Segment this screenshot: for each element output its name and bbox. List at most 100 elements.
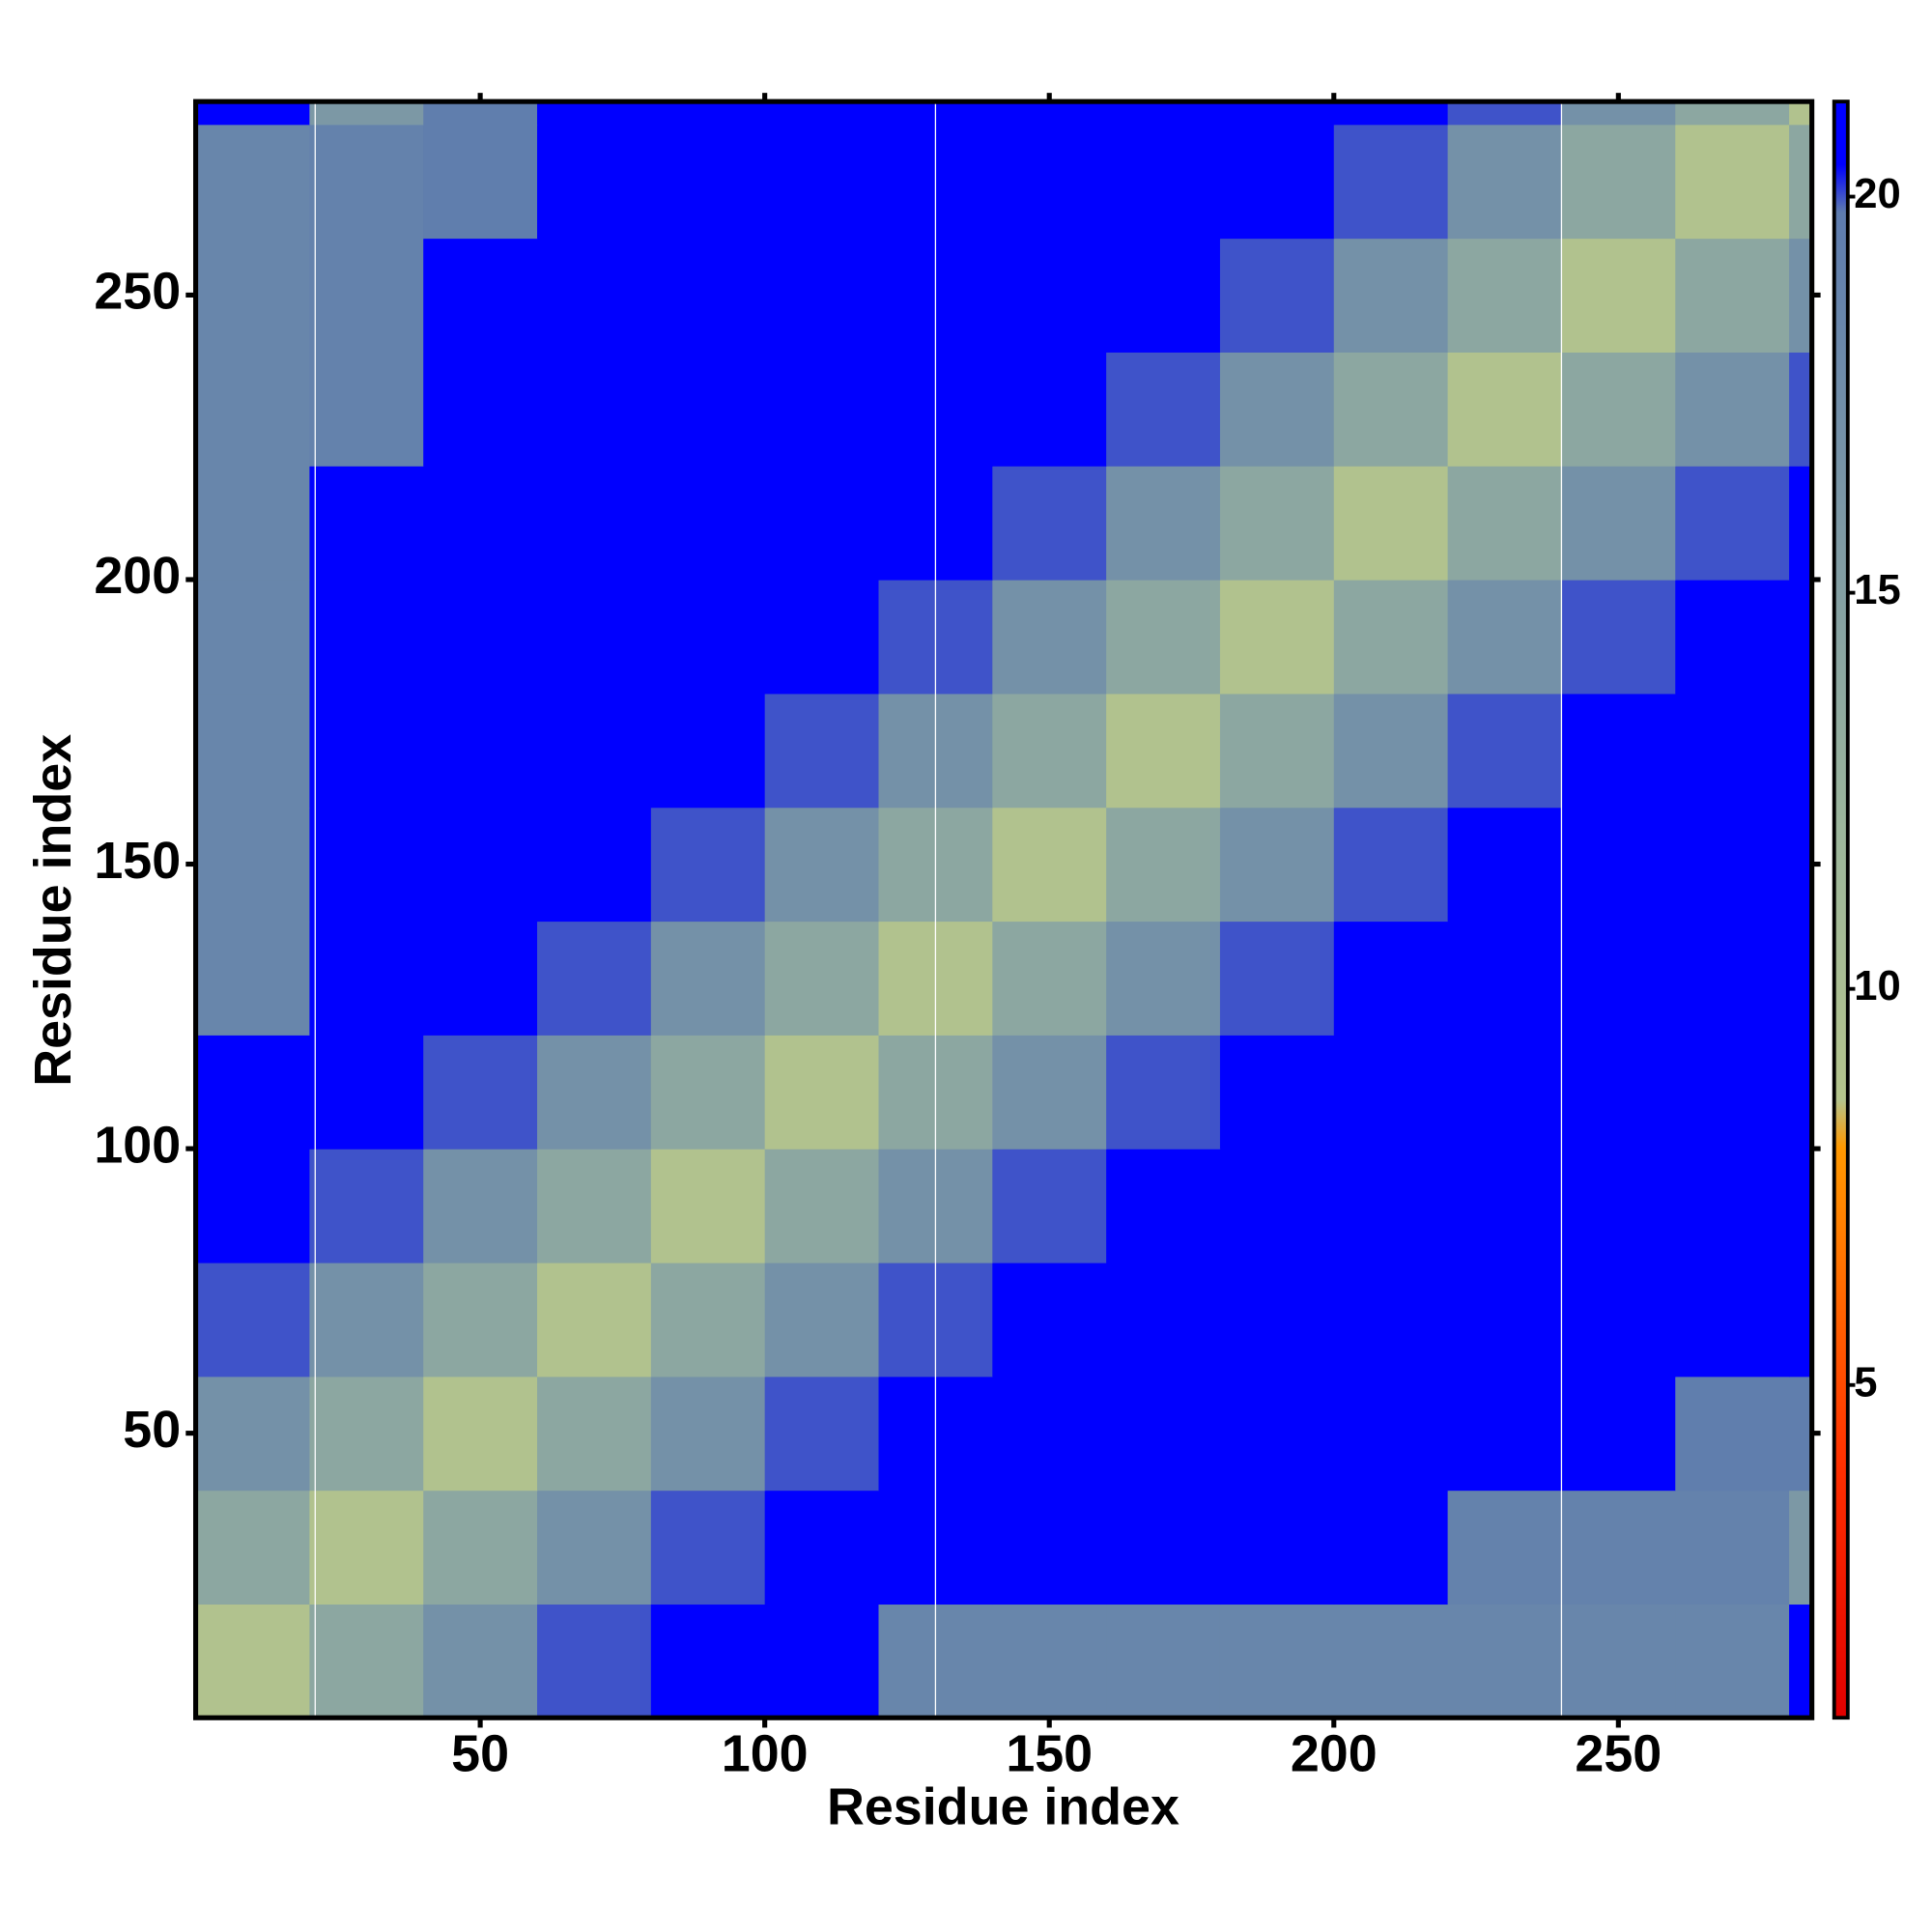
y-tick-label: 250 <box>94 263 181 321</box>
heatmap-cell <box>1675 921 1790 1036</box>
heatmap-cell <box>1675 124 1790 240</box>
heatmap-cell <box>1219 1149 1335 1264</box>
heatmap-cell <box>764 1376 880 1492</box>
heatmap-cell <box>1106 466 1221 581</box>
heatmap-cell <box>1675 1490 1790 1605</box>
x-tick-label: 250 <box>1575 1724 1662 1782</box>
heatmap-cell <box>1447 1035 1563 1150</box>
heatmap-cell <box>1219 124 1335 240</box>
heatmap-cell <box>1789 101 1813 126</box>
heatmap-cell <box>1561 1376 1676 1492</box>
heatmap-cell <box>1789 1035 1813 1150</box>
heatmap-cell <box>537 1035 652 1150</box>
heatmap-cell <box>1447 693 1563 809</box>
heatmap-cell <box>992 238 1107 353</box>
heatmap-cell <box>650 1149 766 1264</box>
heatmap-cell <box>1447 1149 1563 1264</box>
heatmap-cell <box>423 807 538 923</box>
heatmap-cell <box>1675 1376 1790 1492</box>
heatmap-cell <box>764 693 880 809</box>
heatmap-cell <box>423 1376 538 1492</box>
heatmap-cell <box>423 1035 538 1150</box>
heatmap-cell <box>1333 124 1449 240</box>
colorbar-tick-label: 15 <box>1854 567 1900 613</box>
heatmap-cell <box>1106 124 1221 240</box>
heatmap-cell <box>764 466 880 581</box>
heatmap-cell <box>1447 1490 1563 1605</box>
heatmap-cell <box>1219 101 1335 126</box>
heatmap-cell <box>1447 1376 1563 1492</box>
colorbar-tick-label: 20 <box>1854 171 1900 217</box>
heatmap-cell <box>764 1262 880 1378</box>
heatmap-cell <box>1333 921 1449 1036</box>
heatmap-cell <box>195 352 311 467</box>
heatmap-cell <box>195 101 311 126</box>
heatmap-cell <box>195 1149 311 1264</box>
heatmap-cell <box>1333 1149 1449 1264</box>
heatmap-cell <box>195 466 311 581</box>
heatmap-cell <box>537 1376 652 1492</box>
heatmap-cell <box>537 1604 652 1719</box>
heatmap-cell <box>1106 238 1221 353</box>
heatmap-cell <box>309 124 424 240</box>
heatmap-cell <box>1106 1035 1221 1150</box>
heatmap-cell <box>1561 807 1676 923</box>
heatmap-cell <box>764 238 880 353</box>
heatmap-cell <box>1219 466 1335 581</box>
heatmap-cell <box>1106 1376 1221 1492</box>
heatmap-cell <box>1675 693 1790 809</box>
heatmap-cell <box>992 101 1107 126</box>
x-tick-label: 200 <box>1291 1724 1378 1782</box>
heatmap-cell <box>992 807 1107 923</box>
heatmap-cell <box>1219 693 1335 809</box>
heatmap-cell <box>1106 352 1221 467</box>
heatmap-cell <box>1789 693 1813 809</box>
heatmap-cell <box>309 1035 424 1150</box>
heatmap-cell <box>1219 807 1335 923</box>
y-tick-label: 50 <box>123 1401 181 1459</box>
heatmap-cell <box>1789 1490 1813 1605</box>
heatmap-cell <box>537 238 652 353</box>
heatmap-cell <box>1333 1604 1449 1719</box>
heatmap-cell <box>992 1604 1107 1719</box>
heatmap-cell <box>1333 1262 1449 1378</box>
heatmap-cell <box>1333 693 1449 809</box>
heatmap-cell <box>1789 921 1813 1036</box>
heatmap-cell <box>992 1035 1107 1150</box>
heatmap-cell <box>650 579 766 695</box>
heatmap-cell <box>1789 807 1813 923</box>
heatmap-cell <box>1675 1035 1790 1150</box>
heatmap-cell <box>423 1490 538 1605</box>
heatmap-cell <box>764 101 880 126</box>
heatmap-cell <box>423 466 538 581</box>
x-axis-label: Residue index <box>827 1778 1179 1836</box>
colorbar <box>1832 99 1850 1720</box>
heatmap-cell <box>1789 466 1813 581</box>
heatmap-cell <box>992 693 1107 809</box>
heatmap-cell <box>1561 352 1676 467</box>
heatmap-cell <box>1561 693 1676 809</box>
heatmap-cell <box>1447 1604 1563 1719</box>
heatmap-cell <box>423 579 538 695</box>
heatmap-cell <box>1219 352 1335 467</box>
heatmap-cell <box>537 807 652 923</box>
heatmap-cell <box>650 1376 766 1492</box>
heatmap-cell <box>1106 101 1221 126</box>
heatmap-cell <box>1333 466 1449 581</box>
heatmap-cell <box>1219 1262 1335 1378</box>
heatmap-cell <box>1675 101 1790 126</box>
heatmap-cell <box>992 1262 1107 1378</box>
heatmap-cell <box>1447 579 1563 695</box>
heatmap-cell <box>1675 1149 1790 1264</box>
heatmap-cell <box>1789 1604 1813 1719</box>
heatmap-cell <box>537 921 652 1036</box>
heatmap-cell <box>1789 579 1813 695</box>
heatmap-cell <box>992 579 1107 695</box>
heatmap-cell <box>309 1262 424 1378</box>
heatmap-cell <box>1561 1490 1676 1605</box>
heatmap-cell <box>1675 1262 1790 1378</box>
heatmap-cell <box>1675 238 1790 353</box>
heatmap-cell <box>992 124 1107 240</box>
